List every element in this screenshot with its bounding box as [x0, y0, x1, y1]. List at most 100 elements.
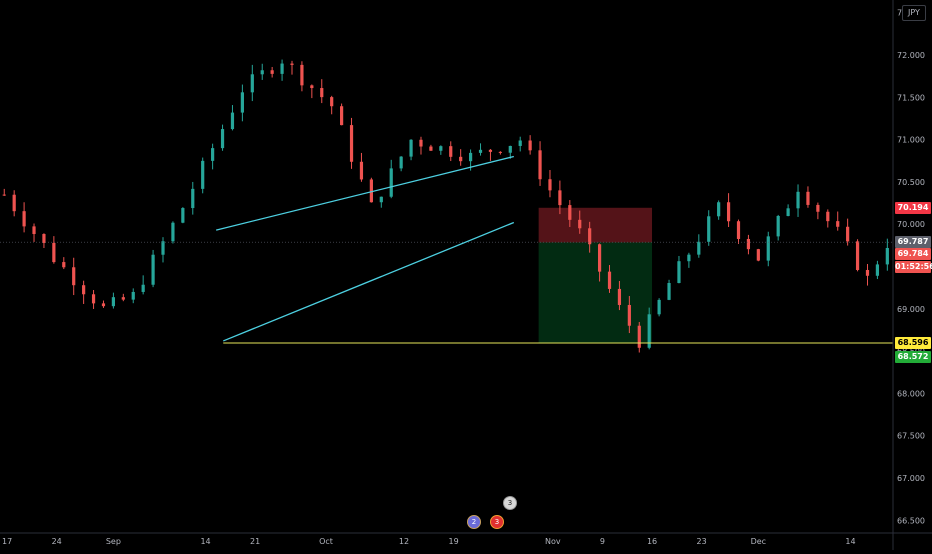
candle-body: [379, 196, 383, 203]
candle-body: [42, 234, 46, 243]
candle-body: [419, 139, 423, 147]
price-axis-panel: [893, 0, 932, 550]
candle-body: [617, 288, 622, 305]
candle-body: [468, 152, 473, 162]
candle-body: [409, 139, 413, 157]
candle-body: [310, 85, 314, 89]
candle-body: [250, 74, 254, 93]
price-tick-label: 68.000: [897, 389, 925, 398]
candle-body: [151, 254, 155, 285]
candle-body: [320, 88, 324, 98]
candle-body: [478, 149, 483, 153]
candle-body: [518, 140, 522, 146]
price-tick-label: 69.000: [897, 305, 925, 314]
candle-body: [290, 63, 294, 65]
candle-body: [647, 314, 651, 348]
candle-body: [330, 97, 334, 107]
time-tick-label: Nov: [545, 537, 561, 546]
candle-body: [72, 267, 76, 286]
price-tick-label: 71.000: [897, 136, 925, 145]
candle-body: [201, 160, 205, 189]
time-tick-label: 14: [845, 537, 855, 546]
time-tick-label: 23: [697, 537, 707, 546]
currency-label[interactable]: JPY: [902, 5, 926, 21]
candles: [2, 59, 889, 353]
candle-body: [736, 221, 741, 239]
candle-body: [161, 241, 165, 255]
candle-body: [508, 145, 512, 153]
candle-body: [588, 228, 592, 245]
wedge-lower-trendline: [223, 221, 515, 342]
candle-body: [826, 211, 830, 222]
time-tick-label: 19: [448, 537, 458, 546]
candle-body: [836, 221, 840, 227]
candle-body: [776, 215, 780, 237]
wedge-upper-trendline: [216, 155, 514, 231]
candle-body: [359, 161, 364, 180]
candle-body: [796, 191, 800, 209]
candle-body: [449, 146, 453, 157]
take-profit-zone: [538, 242, 653, 343]
candle-body: [786, 208, 790, 216]
candle-body: [191, 188, 195, 209]
last-price-tag: 69.787: [895, 236, 931, 249]
time-tick-label: 17: [2, 537, 12, 546]
candle-body: [627, 304, 631, 326]
drawings[interactable]: [0, 155, 893, 344]
candle-body: [528, 140, 532, 151]
candle-body: [52, 242, 56, 263]
economic-event-icon[interactable]: 3: [490, 515, 504, 529]
candle-body: [22, 211, 26, 227]
candle-body: [578, 219, 582, 229]
stop-price-tag: 70.194: [895, 201, 931, 214]
price-tick-label: 72.000: [897, 51, 925, 60]
time-tick-label: 16: [647, 537, 657, 546]
candle-body: [488, 149, 493, 152]
candle-body: [677, 261, 681, 283]
candle-body: [62, 262, 66, 268]
candle-body: [667, 282, 671, 300]
candle-body: [211, 148, 215, 161]
candle-body: [399, 156, 403, 169]
position-zones: [538, 207, 653, 343]
candle-body: [459, 156, 463, 162]
candle-body: [439, 146, 443, 151]
price-tick-label: 67.000: [897, 474, 925, 483]
candle-body: [230, 112, 235, 130]
target-price-tag: 68.596: [895, 336, 931, 349]
candle-body: [131, 291, 135, 300]
candle-body: [111, 297, 115, 307]
candle-body: [697, 241, 701, 255]
candle-body: [101, 303, 106, 307]
candle-body: [171, 222, 175, 242]
candle-body: [300, 64, 304, 86]
candle-body: [32, 226, 36, 235]
candle-body: [349, 125, 354, 162]
candle-body: [875, 264, 880, 276]
candle-body: [429, 146, 433, 151]
candle-body: [855, 241, 860, 270]
candle-body: [637, 325, 641, 348]
candle-body: [865, 269, 870, 276]
candle-body: [12, 194, 16, 212]
candle-body: [2, 194, 6, 196]
price-tick-label: 70.500: [897, 178, 925, 187]
candle-body: [240, 92, 244, 113]
economic-event-icon[interactable]: 3: [503, 496, 517, 510]
time-tick-label: 14: [200, 537, 210, 546]
candle-body: [568, 205, 572, 220]
candle-body: [82, 285, 86, 295]
candle-body: [270, 70, 274, 74]
time-tick-label: Dec: [751, 537, 766, 546]
time-tick-label: 24: [52, 537, 62, 546]
candle-body: [538, 150, 542, 180]
time-tick-label: Oct: [319, 537, 333, 546]
candle-body: [816, 204, 820, 212]
entry-price-tag: 69.784: [895, 248, 931, 261]
price-tick-label: 70.000: [897, 220, 925, 229]
stop-loss-zone: [538, 207, 653, 243]
economic-event-icon[interactable]: 2: [467, 515, 481, 529]
